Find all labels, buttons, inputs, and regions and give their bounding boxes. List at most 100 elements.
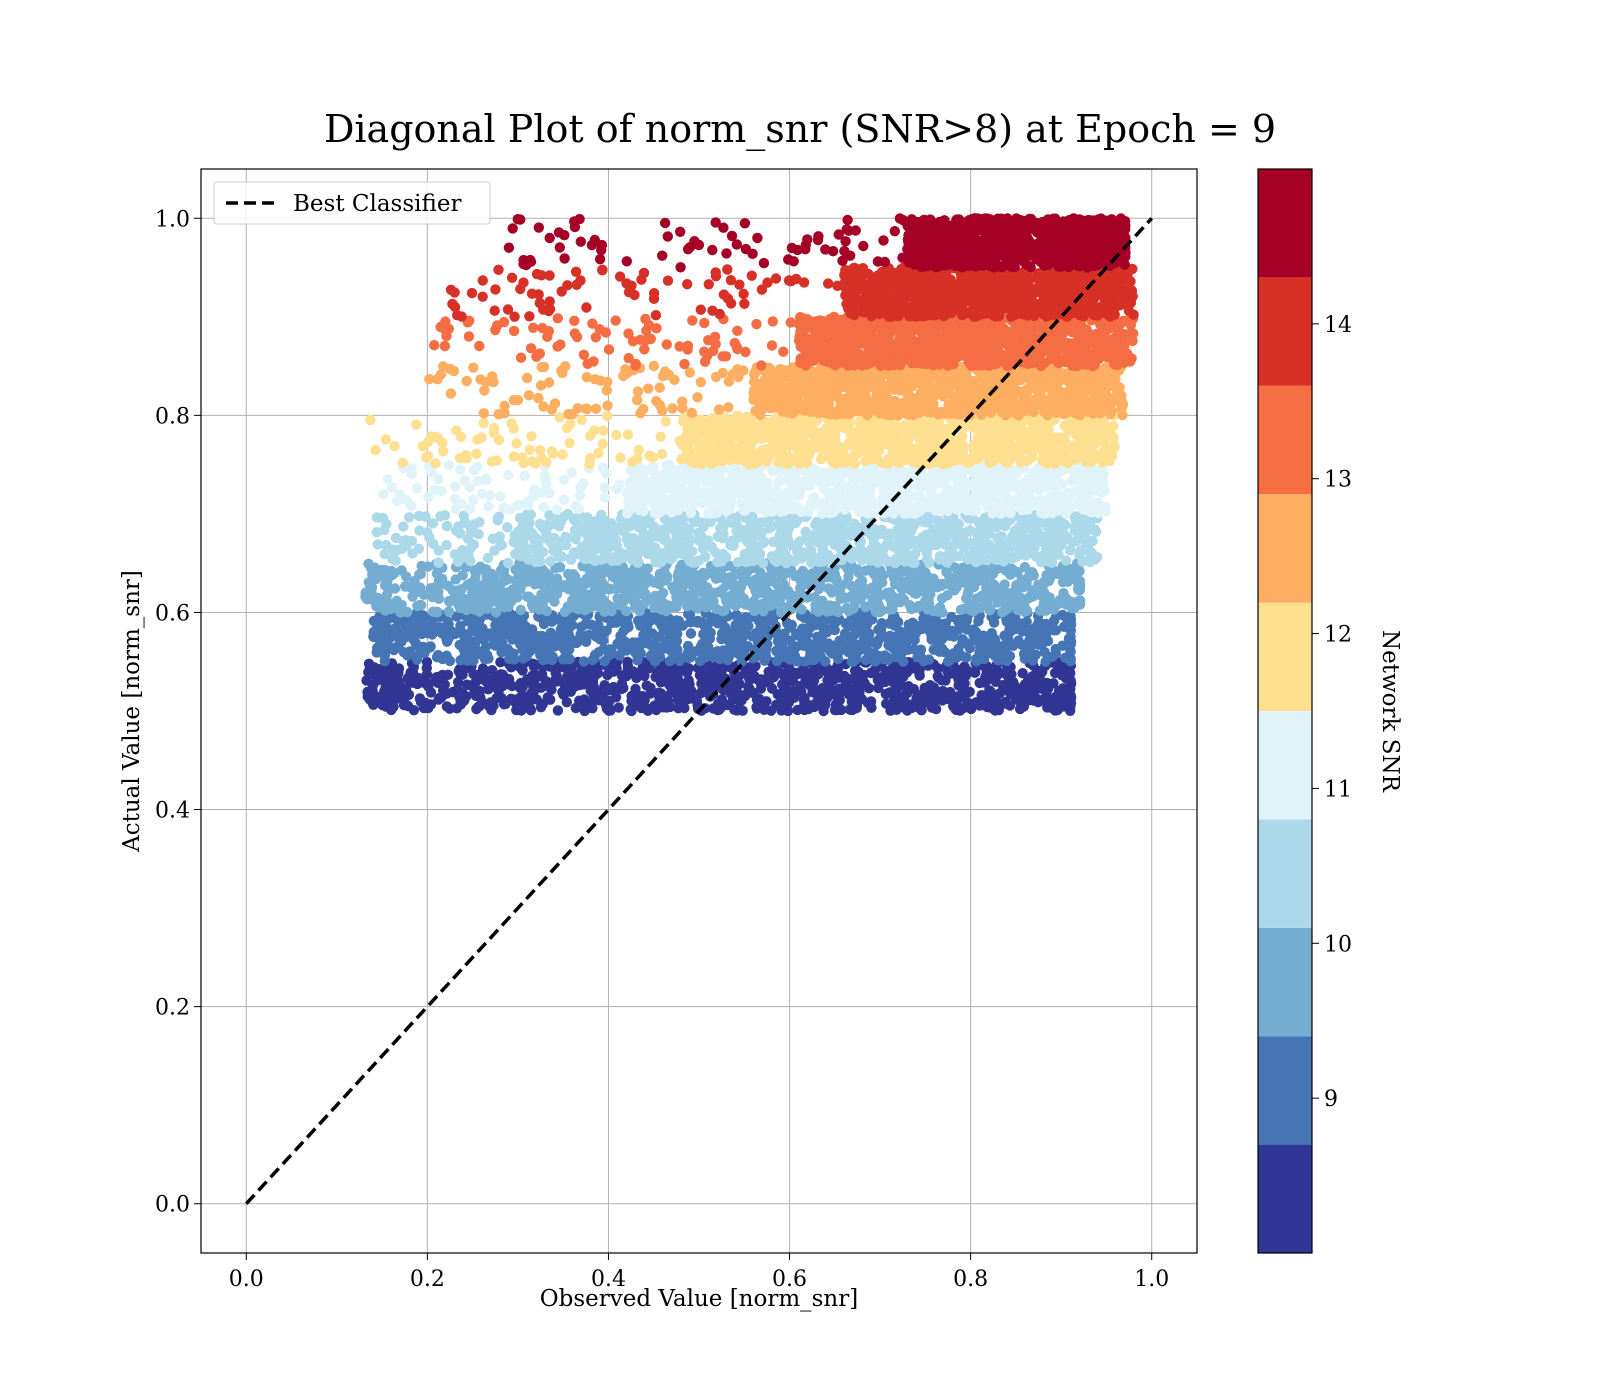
scatter-point (606, 646, 617, 657)
scatter-point (988, 672, 999, 684)
scatter-point (1043, 619, 1055, 631)
scatter-point (519, 470, 530, 482)
scatter-point (949, 585, 960, 596)
scatter-point (690, 481, 701, 492)
scatter-point (626, 705, 637, 717)
scatter-point (1024, 591, 1036, 602)
scatter-point (828, 601, 839, 613)
scatter-point (694, 670, 706, 681)
scatter-point (1054, 693, 1066, 704)
scatter-point (999, 630, 1010, 641)
scatter-point (601, 700, 612, 711)
scatter-point (652, 502, 664, 513)
scatter-point (621, 641, 632, 653)
scatter-point (646, 476, 657, 488)
scatter-point (976, 554, 987, 565)
scatter-point (390, 532, 402, 544)
scatter-point (737, 555, 748, 566)
scatter-point (981, 593, 992, 605)
scatter-point (829, 704, 841, 716)
scatter-point (653, 687, 665, 698)
scatter-point (1068, 474, 1079, 485)
scatter-point (866, 582, 877, 594)
scatter-point (375, 564, 386, 576)
scatter-point (915, 482, 927, 494)
scatter-point (526, 629, 537, 640)
scatter-point (870, 663, 881, 675)
scatter-point (450, 503, 462, 515)
scatter-point (623, 567, 634, 578)
scatter-point (1009, 598, 1020, 609)
scatter-point (938, 538, 949, 549)
scatter-point (641, 680, 652, 691)
scatter-point (762, 495, 773, 506)
scatter-point (843, 646, 854, 658)
scatter-point (937, 685, 948, 697)
scatter-point (538, 502, 549, 513)
scatter-point (669, 620, 680, 631)
scatter-point (956, 531, 968, 542)
scatter-point (608, 681, 619, 693)
scatter-point (928, 624, 939, 636)
scatter-point (725, 536, 736, 547)
scatter-point (997, 468, 1009, 479)
scatter-point (1050, 705, 1061, 716)
scatter-point (758, 557, 769, 569)
scatter-point (379, 525, 390, 536)
scatter-point (642, 548, 654, 560)
scatter-point (525, 703, 536, 714)
scatter-point (853, 666, 864, 677)
scatter-point (838, 593, 849, 604)
scatter-point (957, 634, 968, 645)
scatter-point (974, 483, 985, 494)
scatter-point (544, 681, 555, 692)
scatter-point (808, 664, 819, 676)
scatter-point (534, 604, 545, 615)
scatter-point (1069, 512, 1081, 523)
scatter-point (809, 592, 821, 603)
scatter-point (750, 469, 761, 481)
scatter-point (896, 519, 907, 530)
scatter-point (534, 567, 545, 579)
scatter-point (396, 543, 408, 554)
scatter-point (1099, 485, 1111, 497)
scatter-point (662, 537, 674, 549)
scatter-point (450, 481, 461, 492)
scatter-point (1002, 503, 1013, 514)
scatter-point (502, 557, 514, 569)
scatter-point (1040, 508, 1051, 519)
scatter-point (404, 676, 415, 687)
scatter-point (962, 699, 974, 710)
scatter-point (664, 655, 676, 667)
scatter-point (858, 642, 869, 654)
scatter-point (895, 694, 906, 706)
scatter-point (491, 619, 502, 630)
scatter-point (572, 604, 584, 615)
scatter-point (468, 494, 479, 506)
scatter-point (964, 583, 976, 594)
scatter-point (378, 489, 389, 500)
scatter-point (506, 662, 517, 673)
scatter-point (582, 577, 593, 588)
scatter-point (979, 677, 990, 688)
scatter-point (414, 569, 425, 580)
scatter-point (427, 629, 438, 640)
scatter-point (541, 636, 552, 647)
scatter-point (829, 673, 840, 684)
scatter-point (574, 490, 586, 501)
scatter-point (1077, 472, 1088, 483)
scatter-point (744, 497, 755, 508)
scatter-point (762, 615, 773, 626)
scatter-point (516, 628, 527, 639)
scatter-point (696, 678, 707, 689)
scatter-point (884, 587, 896, 598)
scatter-point (585, 602, 596, 613)
scatter-point (873, 682, 884, 694)
scatter-point (500, 698, 511, 710)
scatter-point (570, 702, 581, 714)
scatter-point (650, 557, 661, 568)
scatter-point (371, 601, 382, 612)
scatter-point (767, 465, 778, 476)
scatter-point (745, 673, 757, 684)
scatter-point (1007, 477, 1019, 489)
